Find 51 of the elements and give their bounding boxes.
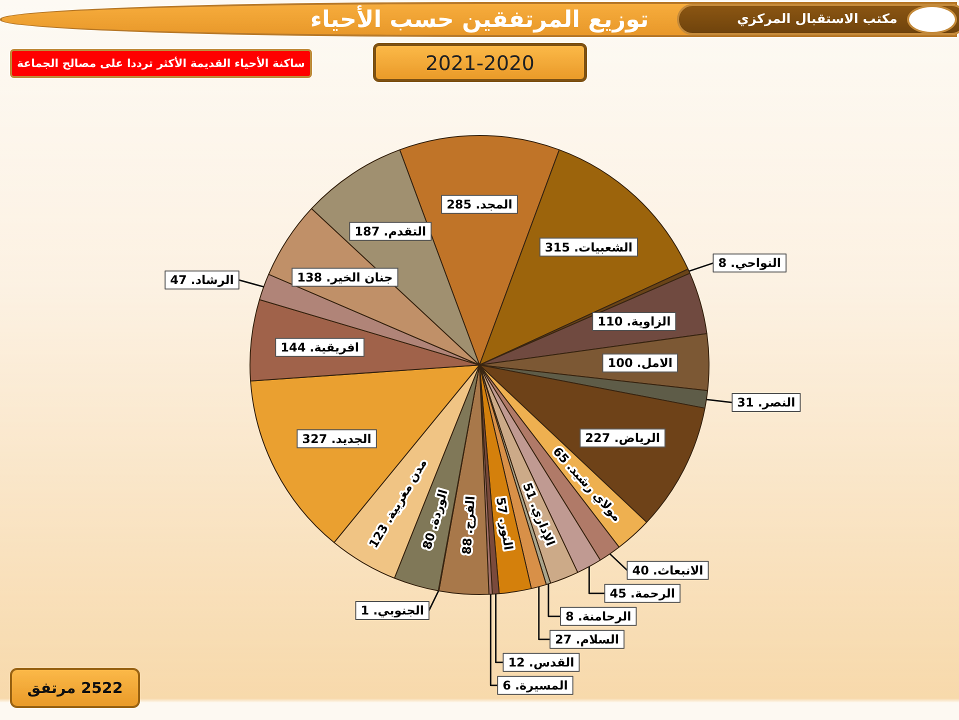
data-label: 285 <box>446 197 472 212</box>
slice-label: الجنوبي. <box>373 604 424 618</box>
data-label: 57 <box>493 496 510 516</box>
data-label: 51 <box>520 480 540 502</box>
data-label: 6 <box>502 678 511 692</box>
data-label: 8 <box>565 609 574 624</box>
slice-label: الفرح. <box>461 496 478 534</box>
data-label: 65 <box>550 444 572 466</box>
slice-label: السلام. <box>576 632 620 646</box>
data-label: 8 <box>718 256 727 270</box>
slice-label: الانبعاث. <box>652 563 704 578</box>
data-label: 327 <box>302 432 328 446</box>
slice-label: التقدم. <box>384 224 426 238</box>
data-label: 27 <box>555 632 572 646</box>
slice-label: الرشاد. <box>190 273 234 288</box>
data-label: 227 <box>585 431 610 446</box>
raised-button: 2021-2020 <box>373 43 587 82</box>
slice-label: النصر. <box>758 396 796 410</box>
data-label: 45 <box>610 586 626 600</box>
data-label: 12 <box>508 655 525 670</box>
data-label: 315 <box>544 240 570 254</box>
data-label: 31 <box>737 396 754 410</box>
slice-label: الشعبيات. <box>574 240 632 254</box>
slice-label: النواحي. <box>730 256 782 270</box>
slice-label: المسيرة. <box>514 678 568 692</box>
slice-label: جنان الخير. <box>326 270 393 284</box>
slice-label: الزاوية. <box>626 314 671 329</box>
data-label: 100 <box>608 356 633 370</box>
slice-label: النور. <box>496 516 516 552</box>
raised-button: 2522 مرتفق <box>10 668 140 708</box>
data-label: 110 <box>598 314 623 329</box>
slice-label: المجد. <box>476 197 512 212</box>
data-label: 144 <box>280 340 306 355</box>
data-label: 138 <box>297 270 322 284</box>
chart-subtitle: 2021-2020 <box>425 50 534 74</box>
chart-title: توزيع المرتفقين حسب الأحياء <box>310 6 649 32</box>
slice-label: الرحمة. <box>630 586 676 600</box>
data-label: 80 <box>420 531 438 551</box>
slice-label: الامل. <box>636 356 673 370</box>
data-label: 1 <box>360 604 370 618</box>
slice-label: الرياض. <box>614 431 660 446</box>
slice-label: القدس. <box>528 655 574 670</box>
slice-label: الإداري. <box>528 500 558 548</box>
slice-label: الرحامنة. <box>578 609 632 624</box>
data-label: 187 <box>354 224 380 238</box>
data-label: 40 <box>632 563 649 578</box>
slice-label: افريقية. <box>310 340 359 355</box>
slice-label: الجديد. <box>331 432 372 446</box>
data-label: 88 <box>460 537 475 556</box>
note-box: ساكنة الأحياء القديمة الأكثر ترددا على مصالح الجماعة <box>10 49 312 78</box>
data-label: 47 <box>170 273 187 288</box>
